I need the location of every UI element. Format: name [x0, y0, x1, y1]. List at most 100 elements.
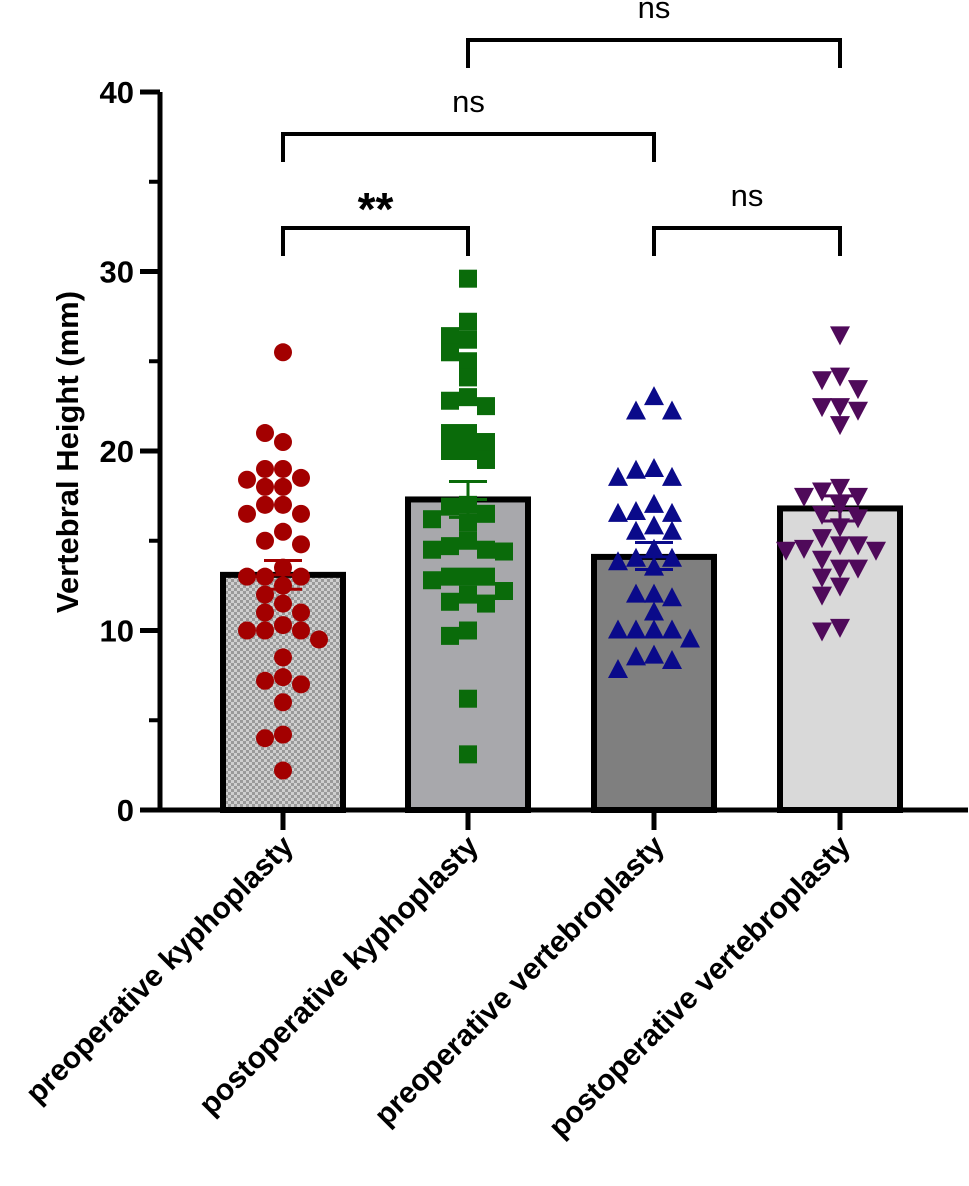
data-point-g1-37 [256, 729, 274, 748]
data-point-g2-2 [459, 312, 477, 331]
error-bar-3 [635, 541, 673, 571]
data-point-g1-5 [256, 459, 274, 478]
data-point-g2-3 [441, 327, 459, 346]
data-point-g1-14 [274, 522, 292, 541]
data-point-g2-33 [441, 592, 459, 611]
data-point-g3-9 [626, 501, 646, 521]
data-point-g2-37 [459, 689, 477, 708]
data-point-g1-15 [256, 531, 274, 550]
data-point-g4-9 [830, 478, 850, 498]
y-tick-label-20: 20 [100, 434, 134, 469]
data-point-g4-15 [848, 509, 868, 529]
data-point-g4-18 [830, 536, 850, 556]
data-point-g1-24 [256, 603, 274, 622]
data-point-g2-31 [495, 582, 513, 601]
data-point-g1-2 [274, 433, 292, 452]
data-point-g2-16 [477, 450, 495, 469]
data-point-g3-21 [626, 583, 646, 603]
data-point-g2-28 [441, 567, 459, 586]
data-point-g2-1 [459, 269, 477, 288]
data-point-g1-23 [274, 594, 292, 613]
significance-bracket-3: ns [281, 84, 656, 162]
data-point-g3-23 [644, 601, 664, 621]
significance-layer: ** ns ns ns [281, 0, 842, 256]
significance-label-1: ** [358, 183, 394, 235]
y-tick-label-30: 30 [100, 255, 134, 290]
data-point-g2-23 [441, 537, 459, 556]
data-point-g4-3 [812, 371, 832, 391]
data-point-g1-34 [292, 675, 310, 694]
error-bar-4 [821, 494, 859, 523]
data-point-g3-2 [626, 400, 646, 420]
data-point-g3-14 [662, 520, 682, 540]
error-bars-layer [264, 480, 859, 591]
data-point-g4-14 [812, 505, 832, 525]
data-point-g2-29 [477, 567, 495, 586]
bracket-line-4 [466, 38, 842, 68]
x-tick-label-3: preoperative vertebroplasty [368, 829, 671, 1132]
data-point-g3-28 [680, 628, 700, 648]
data-point-g1-16 [292, 535, 310, 554]
data-point-g1-3 [256, 424, 274, 443]
error-bar-1 [264, 558, 302, 591]
data-point-g1-27 [256, 621, 274, 640]
data-point-g4-10 [812, 482, 832, 502]
data-point-g2-32 [459, 585, 477, 604]
data-point-g1-28 [292, 621, 310, 640]
data-point-g1-9 [256, 477, 274, 496]
y-tick-label-0: 0 [117, 793, 134, 828]
data-point-g1-7 [238, 470, 256, 489]
data-point-g2-25 [423, 540, 441, 559]
data-point-g2-15 [441, 442, 459, 460]
data-point-g4-24 [830, 559, 850, 579]
data-point-g3-24 [644, 619, 664, 639]
data-point-g2-30 [423, 571, 441, 590]
data-point-g4-17 [812, 529, 832, 549]
data-point-g1-13 [238, 504, 256, 523]
data-point-g2-26 [495, 542, 513, 561]
data-point-g2-11 [459, 424, 477, 443]
data-point-g1-19 [292, 567, 310, 586]
bracket-line-2 [652, 226, 842, 256]
y-axis-label: Vertebral Height (mm) [50, 291, 85, 613]
data-point-g1-36 [274, 725, 292, 744]
data-point-g2-36 [441, 626, 459, 645]
data-point-g1-33 [256, 671, 274, 690]
data-point-g3-31 [662, 650, 682, 670]
data-point-g2-38 [459, 745, 477, 764]
data-point-g2-27 [459, 567, 477, 586]
error-bar-2 [449, 480, 487, 519]
bracket-line-1 [281, 226, 470, 256]
data-point-g4-26 [812, 568, 832, 588]
data-point-g1-18 [256, 567, 274, 586]
data-point-g2-6 [459, 352, 477, 371]
data-point-g1-30 [310, 630, 328, 649]
data-point-g2-14 [459, 442, 477, 460]
data-point-g3-25 [626, 619, 646, 639]
data-point-g4-22 [776, 541, 796, 561]
data-point-g3-7 [608, 466, 628, 486]
y-tick-label-40: 40 [100, 75, 134, 110]
significance-bracket-1: ** [281, 183, 470, 256]
data-point-g1-32 [274, 668, 292, 687]
data-point-g3-11 [608, 502, 628, 522]
data-point-g4-25 [848, 559, 868, 579]
significance-label-3: ns [452, 84, 485, 119]
data-point-g4-21 [866, 541, 886, 561]
data-point-g1-12 [292, 504, 310, 523]
data-point-g3-12 [644, 515, 664, 535]
data-point-g1-10 [274, 495, 292, 514]
data-point-g1-1 [274, 343, 292, 362]
data-point-g2-7 [459, 368, 477, 387]
data-point-g1-20 [238, 567, 256, 586]
data-point-g1-35 [274, 693, 292, 712]
data-point-g3-29 [644, 644, 664, 664]
data-point-g1-11 [256, 495, 274, 514]
significance-bracket-4: ns [466, 0, 842, 68]
data-point-g3-6 [662, 466, 682, 486]
data-point-g3-22 [662, 587, 682, 607]
data-point-g1-31 [274, 648, 292, 667]
points-layer [238, 269, 886, 780]
data-point-g1-25 [292, 603, 310, 622]
